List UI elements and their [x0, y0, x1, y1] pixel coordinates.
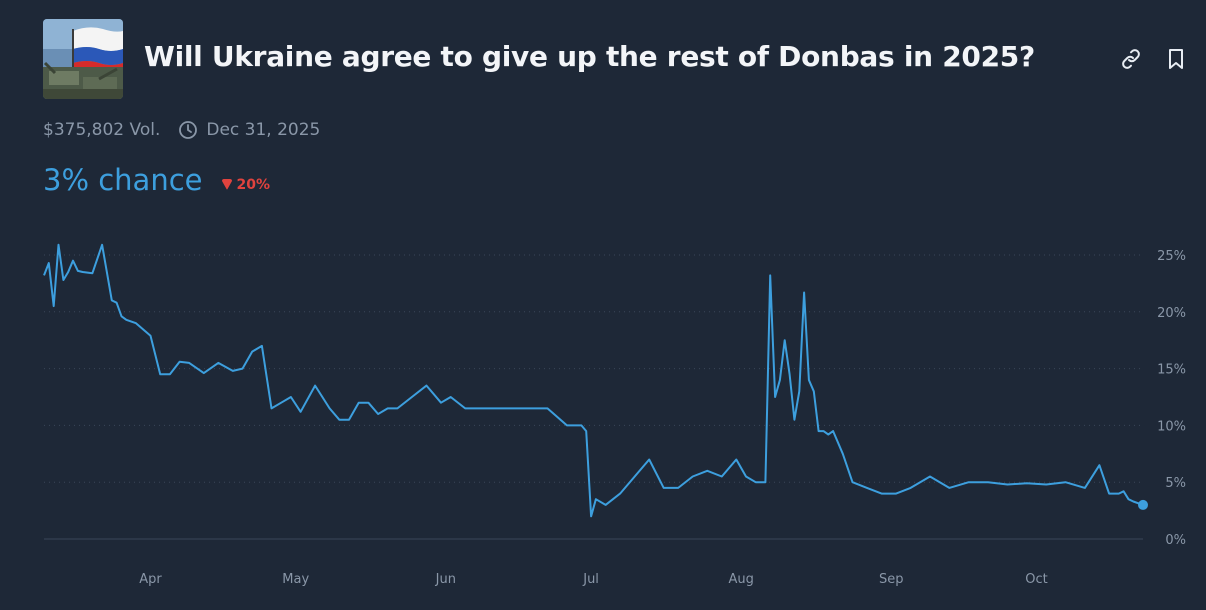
page-title: Will Ukraine agree to give up the rest o… — [144, 40, 1035, 73]
chance-label: 3% chance — [43, 163, 203, 197]
chance-row: 3% chance 20% — [43, 163, 270, 197]
x-tick-label: Jul — [582, 572, 599, 587]
change-value: 20% — [236, 176, 271, 193]
x-tick-label: Oct — [1025, 572, 1047, 587]
russian-flag-tanks-image — [43, 19, 123, 99]
x-tick-label: May — [282, 572, 309, 587]
market-meta: $375,802 Vol. Dec 31, 2025 — [43, 120, 320, 140]
y-tick-label: 10% — [1157, 419, 1186, 434]
end-date-text: Dec 31, 2025 — [206, 120, 321, 140]
market-thumbnail[interactable] — [43, 19, 123, 99]
x-tick-label: Sep — [879, 572, 904, 587]
y-tick-label: 20% — [1157, 306, 1186, 321]
bookmark-icon[interactable] — [1164, 47, 1188, 71]
volume-text: $375,802 Vol. — [43, 120, 161, 140]
clock-icon — [179, 121, 198, 139]
x-tick-label: Jun — [435, 572, 456, 587]
x-tick-label: Apr — [139, 572, 162, 587]
link-icon[interactable] — [1119, 47, 1143, 71]
x-tick-label: Aug — [728, 572, 753, 587]
y-tick-label: 5% — [1165, 476, 1186, 491]
change-badge: 20% — [221, 176, 271, 193]
y-tick-label: 25% — [1157, 249, 1186, 264]
series-line — [43, 243, 1144, 518]
current-point-marker — [1138, 499, 1148, 510]
y-tick-label: 0% — [1165, 533, 1186, 548]
market-header: Will Ukraine agree to give up the rest o… — [43, 19, 1193, 99]
y-tick-label: 15% — [1157, 363, 1186, 378]
down-triangle-icon — [221, 179, 232, 190]
